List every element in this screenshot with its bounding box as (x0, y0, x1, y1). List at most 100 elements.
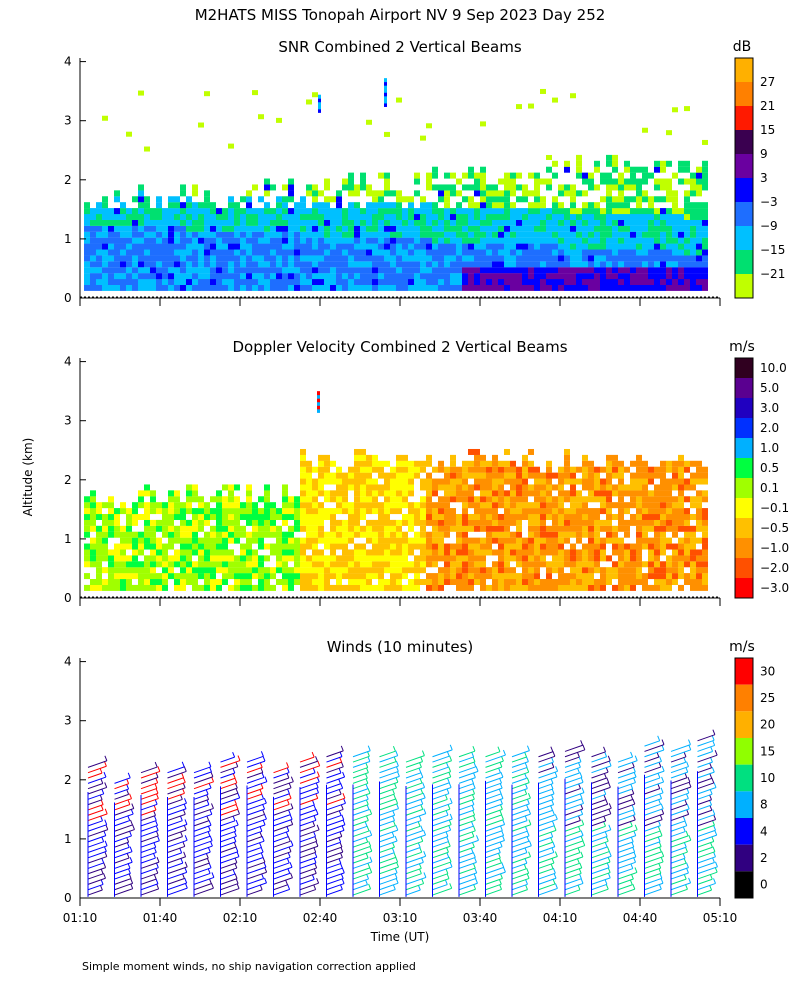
wind-barb (564, 820, 581, 827)
velocity-cell (534, 478, 540, 485)
velocity-cell (132, 508, 138, 515)
snr-cell (324, 278, 330, 285)
velocity-cell (396, 484, 402, 491)
snr-cell (126, 278, 132, 285)
velocity-cell (264, 519, 270, 526)
snr-cell (636, 255, 642, 262)
snr-cell (480, 249, 486, 256)
velocity-cell (318, 508, 324, 515)
wind-barb (352, 834, 372, 843)
velocity-cell (522, 496, 528, 503)
snr-cell (84, 213, 90, 220)
snr-cell (138, 190, 144, 197)
velocity-cell (702, 555, 708, 562)
wind-barb (87, 776, 107, 784)
velocity-cell (558, 502, 564, 509)
snr-cell (90, 208, 96, 215)
snr-cell (654, 184, 660, 191)
wind-barb-flag (207, 846, 211, 853)
snr-cell (684, 267, 690, 274)
wind-barb (458, 867, 476, 875)
velocity-cell (540, 555, 546, 562)
wind-barb (193, 862, 210, 869)
velocity-cell (354, 460, 360, 467)
snr-cell (672, 261, 678, 268)
velocity-cell (288, 537, 294, 544)
snr-cell (456, 202, 462, 209)
snr-cell (456, 261, 462, 268)
snr-panel-title: SNR Combined 2 Vertical Beams (278, 38, 522, 56)
snr-cell (312, 249, 318, 256)
wind-barb-flag (104, 782, 108, 788)
snr-cell (624, 178, 630, 185)
velocity-cell (108, 549, 114, 556)
snr-cell (384, 202, 390, 209)
wind-barb (591, 820, 606, 827)
velocity-cell (402, 502, 408, 509)
wind-barb (405, 755, 425, 763)
wind-barb (432, 866, 453, 875)
velocity-cell (84, 573, 90, 580)
velocity-cell (480, 508, 486, 515)
wind-barb-flag (126, 783, 130, 790)
snr-cell (420, 267, 426, 274)
velocity-cell (384, 531, 390, 538)
wind-barb-flag (524, 773, 528, 779)
wind-barb (379, 829, 398, 838)
velocity-cell (246, 584, 252, 591)
wind-barb-flag (290, 819, 294, 825)
snr-cell (408, 267, 414, 274)
snr-cell (588, 249, 594, 256)
velocity-cell (276, 561, 282, 568)
snr-cell (600, 284, 606, 291)
snr-cell (558, 231, 564, 238)
snr-cell (186, 202, 192, 209)
snr-cell (468, 184, 474, 191)
velocity-cell (378, 490, 384, 497)
velocity-cell (702, 472, 708, 479)
velocity-cell (198, 584, 204, 591)
velocity-cell (330, 549, 336, 556)
velocity-cell (618, 490, 624, 497)
velocity-cell (432, 508, 438, 515)
snr-cell (288, 219, 294, 226)
velocity-cell (96, 513, 102, 520)
snr-cell (498, 213, 504, 220)
snr-cell (348, 213, 354, 220)
velocity-cell (522, 543, 528, 550)
wind-barb-flag (261, 793, 265, 800)
snr-cell (504, 278, 510, 285)
snr-cell (468, 166, 474, 173)
velocity-cell (336, 537, 342, 544)
wind-barb-flag (474, 867, 478, 874)
wind-barb-flag (340, 804, 344, 810)
velocity-cell (594, 549, 600, 556)
wind-barb (87, 850, 107, 859)
velocity-cell (588, 496, 594, 503)
wind-barb (564, 872, 582, 880)
snr-cell (336, 261, 342, 268)
wind-barb (405, 873, 422, 880)
velocity-cell (570, 525, 576, 532)
velocity-cell (342, 525, 348, 532)
velocity-cell (660, 525, 666, 532)
snr-cell (624, 273, 630, 280)
wind-barb (644, 855, 664, 864)
snr-cell (354, 190, 360, 197)
wind-barb (299, 889, 316, 896)
snr-cell (222, 243, 228, 250)
velocity-cell (174, 578, 180, 585)
wind-barb (246, 793, 262, 800)
velocity-cell (672, 519, 678, 526)
snr-cell (522, 237, 528, 244)
snr-cell (660, 213, 666, 220)
wind-barb (617, 861, 636, 869)
velocity-cell (204, 573, 210, 580)
snr-cell (462, 278, 468, 285)
snr-cell (240, 196, 246, 203)
snr-cell (294, 284, 300, 291)
wind-barb-flag (658, 841, 662, 847)
velocity-cell (642, 490, 648, 497)
snr-cell (534, 278, 540, 285)
velocity-cell (528, 578, 534, 585)
